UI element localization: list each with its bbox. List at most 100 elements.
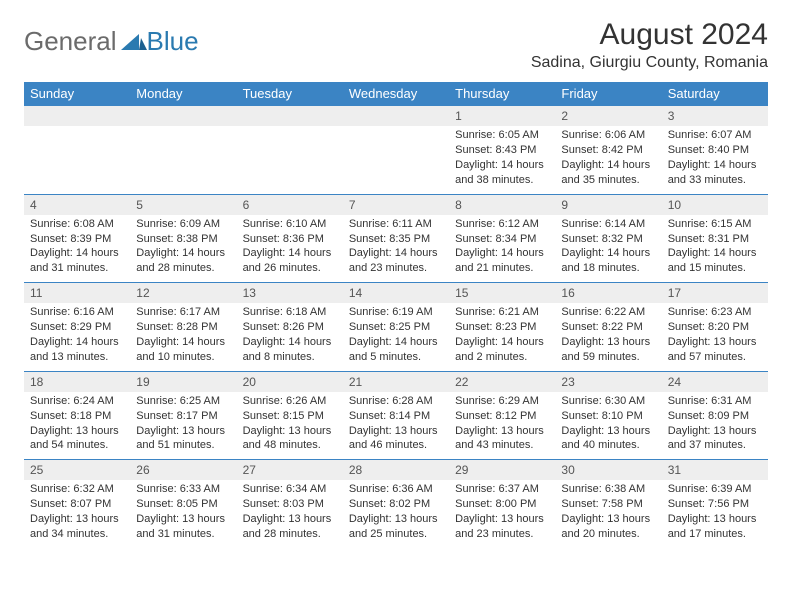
day-detail-row: Sunrise: 6:05 AMSunset: 8:43 PMDaylight:… bbox=[24, 126, 768, 194]
sunrise-text: Sunrise: 6:36 AM bbox=[349, 482, 443, 497]
day-cell: Sunrise: 6:05 AMSunset: 8:43 PMDaylight:… bbox=[449, 126, 555, 194]
day-cell: Sunrise: 6:11 AMSunset: 8:35 PMDaylight:… bbox=[343, 215, 449, 283]
day-cell: Sunrise: 6:07 AMSunset: 8:40 PMDaylight:… bbox=[662, 126, 768, 194]
sunset-text: Sunset: 8:36 PM bbox=[243, 232, 337, 247]
day-number bbox=[237, 106, 343, 127]
day-cell: Sunrise: 6:14 AMSunset: 8:32 PMDaylight:… bbox=[555, 215, 661, 283]
daylight-text: and 28 minutes. bbox=[136, 261, 230, 276]
daylight-text: and 5 minutes. bbox=[349, 350, 443, 365]
daylight-text: Daylight: 13 hours bbox=[455, 512, 549, 527]
daylight-text: and 38 minutes. bbox=[455, 173, 549, 188]
daylight-text: and 28 minutes. bbox=[243, 527, 337, 542]
sunrise-text: Sunrise: 6:15 AM bbox=[668, 217, 762, 232]
day-cell: Sunrise: 6:22 AMSunset: 8:22 PMDaylight:… bbox=[555, 303, 661, 371]
daylight-text: Daylight: 14 hours bbox=[136, 246, 230, 261]
sunset-text: Sunset: 7:56 PM bbox=[668, 497, 762, 512]
sunrise-text: Sunrise: 6:23 AM bbox=[668, 305, 762, 320]
sunset-text: Sunset: 8:42 PM bbox=[561, 143, 655, 158]
daylight-text: and 17 minutes. bbox=[668, 527, 762, 542]
sunrise-text: Sunrise: 6:31 AM bbox=[668, 394, 762, 409]
daylight-text: and 33 minutes. bbox=[668, 173, 762, 188]
sunset-text: Sunset: 8:25 PM bbox=[349, 320, 443, 335]
daylight-text: and 23 minutes. bbox=[455, 527, 549, 542]
day-cell: Sunrise: 6:32 AMSunset: 8:07 PMDaylight:… bbox=[24, 480, 130, 547]
sunset-text: Sunset: 8:43 PM bbox=[455, 143, 549, 158]
day-cell: Sunrise: 6:33 AMSunset: 8:05 PMDaylight:… bbox=[130, 480, 236, 547]
daylight-text: Daylight: 14 hours bbox=[561, 158, 655, 173]
sunrise-text: Sunrise: 6:28 AM bbox=[349, 394, 443, 409]
sunrise-text: Sunrise: 6:05 AM bbox=[455, 128, 549, 143]
day-cell: Sunrise: 6:25 AMSunset: 8:17 PMDaylight:… bbox=[130, 392, 236, 460]
daylight-text: and 35 minutes. bbox=[561, 173, 655, 188]
weekday-header: Wednesday bbox=[343, 82, 449, 106]
sunset-text: Sunset: 7:58 PM bbox=[561, 497, 655, 512]
daylight-text: Daylight: 13 hours bbox=[668, 424, 762, 439]
sunrise-text: Sunrise: 6:33 AM bbox=[136, 482, 230, 497]
day-number: 12 bbox=[130, 283, 236, 304]
daylight-text: Daylight: 13 hours bbox=[349, 424, 443, 439]
daylight-text: and 20 minutes. bbox=[561, 527, 655, 542]
day-number: 29 bbox=[449, 460, 555, 481]
sunrise-text: Sunrise: 6:08 AM bbox=[30, 217, 124, 232]
sunrise-text: Sunrise: 6:30 AM bbox=[561, 394, 655, 409]
day-number: 30 bbox=[555, 460, 661, 481]
day-number bbox=[343, 106, 449, 127]
calendar-body: 123Sunrise: 6:05 AMSunset: 8:43 PMDaylig… bbox=[24, 106, 768, 548]
day-cell: Sunrise: 6:37 AMSunset: 8:00 PMDaylight:… bbox=[449, 480, 555, 547]
daylight-text: Daylight: 13 hours bbox=[561, 335, 655, 350]
daylight-text: and 31 minutes. bbox=[30, 261, 124, 276]
day-cell: Sunrise: 6:16 AMSunset: 8:29 PMDaylight:… bbox=[24, 303, 130, 371]
day-detail-row: Sunrise: 6:08 AMSunset: 8:39 PMDaylight:… bbox=[24, 215, 768, 283]
brand-word2: Blue bbox=[147, 26, 199, 57]
location-text: Sadina, Giurgiu County, Romania bbox=[531, 54, 768, 72]
day-cell: Sunrise: 6:30 AMSunset: 8:10 PMDaylight:… bbox=[555, 392, 661, 460]
daylight-text: Daylight: 14 hours bbox=[136, 335, 230, 350]
day-number: 9 bbox=[555, 194, 661, 215]
sunset-text: Sunset: 8:09 PM bbox=[668, 409, 762, 424]
day-number: 3 bbox=[662, 106, 768, 127]
day-detail-row: Sunrise: 6:24 AMSunset: 8:18 PMDaylight:… bbox=[24, 392, 768, 460]
sunrise-text: Sunrise: 6:14 AM bbox=[561, 217, 655, 232]
daylight-text: Daylight: 14 hours bbox=[668, 158, 762, 173]
sunset-text: Sunset: 8:03 PM bbox=[243, 497, 337, 512]
daylight-text: Daylight: 13 hours bbox=[668, 512, 762, 527]
daylight-text: and 13 minutes. bbox=[30, 350, 124, 365]
day-number: 5 bbox=[130, 194, 236, 215]
daylight-text: and 18 minutes. bbox=[561, 261, 655, 276]
sunset-text: Sunset: 8:22 PM bbox=[561, 320, 655, 335]
sunset-text: Sunset: 8:23 PM bbox=[455, 320, 549, 335]
daylight-text: Daylight: 13 hours bbox=[455, 424, 549, 439]
sunrise-text: Sunrise: 6:07 AM bbox=[668, 128, 762, 143]
sunrise-text: Sunrise: 6:19 AM bbox=[349, 305, 443, 320]
day-number-row: 18192021222324 bbox=[24, 371, 768, 392]
day-cell: Sunrise: 6:12 AMSunset: 8:34 PMDaylight:… bbox=[449, 215, 555, 283]
day-number: 8 bbox=[449, 194, 555, 215]
day-number: 28 bbox=[343, 460, 449, 481]
daylight-text: and 51 minutes. bbox=[136, 438, 230, 453]
sunset-text: Sunset: 8:28 PM bbox=[136, 320, 230, 335]
weekday-header: Sunday bbox=[24, 82, 130, 106]
day-number: 4 bbox=[24, 194, 130, 215]
sunrise-text: Sunrise: 6:26 AM bbox=[243, 394, 337, 409]
day-number: 20 bbox=[237, 371, 343, 392]
sunrise-text: Sunrise: 6:16 AM bbox=[30, 305, 124, 320]
weekday-header: Friday bbox=[555, 82, 661, 106]
sunrise-text: Sunrise: 6:32 AM bbox=[30, 482, 124, 497]
day-number: 17 bbox=[662, 283, 768, 304]
day-detail-row: Sunrise: 6:16 AMSunset: 8:29 PMDaylight:… bbox=[24, 303, 768, 371]
sunset-text: Sunset: 8:38 PM bbox=[136, 232, 230, 247]
daylight-text: Daylight: 14 hours bbox=[455, 246, 549, 261]
daylight-text: and 2 minutes. bbox=[455, 350, 549, 365]
daylight-text: Daylight: 14 hours bbox=[349, 335, 443, 350]
calendar-page: General Blue August 2024 Sadina, Giurgiu… bbox=[0, 0, 792, 548]
daylight-text: Daylight: 14 hours bbox=[455, 158, 549, 173]
day-number: 7 bbox=[343, 194, 449, 215]
day-number-row: 45678910 bbox=[24, 194, 768, 215]
sunset-text: Sunset: 8:35 PM bbox=[349, 232, 443, 247]
daylight-text: and 54 minutes. bbox=[30, 438, 124, 453]
day-cell: Sunrise: 6:06 AMSunset: 8:42 PMDaylight:… bbox=[555, 126, 661, 194]
sunrise-text: Sunrise: 6:24 AM bbox=[30, 394, 124, 409]
day-cell bbox=[237, 126, 343, 194]
daylight-text: Daylight: 13 hours bbox=[349, 512, 443, 527]
sunset-text: Sunset: 8:05 PM bbox=[136, 497, 230, 512]
